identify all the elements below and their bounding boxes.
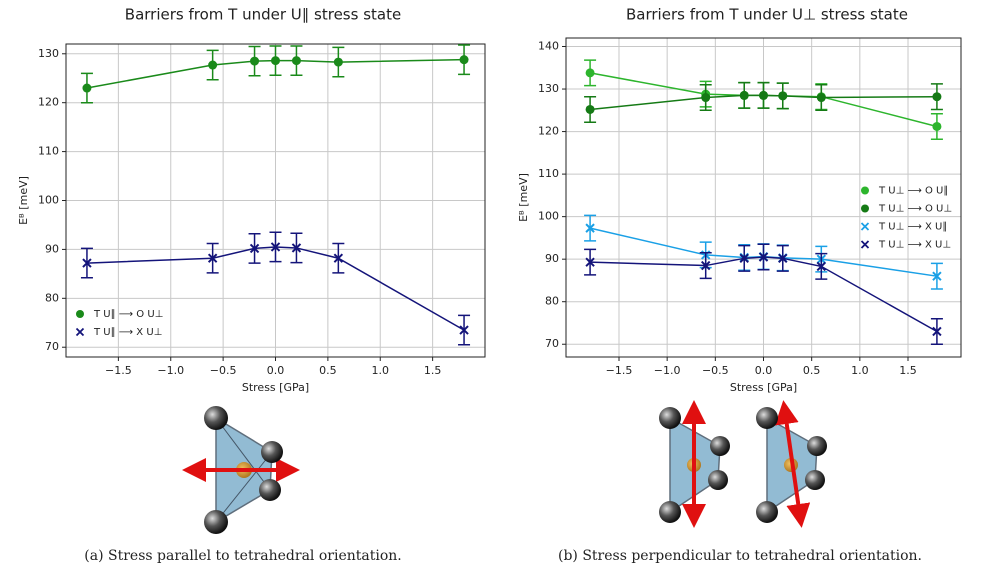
chart-title: Barriers from T under U⊥ stress state (626, 6, 908, 24)
point (459, 325, 469, 335)
x-tick-label: −1.5 (606, 364, 633, 377)
point (82, 83, 92, 93)
chart: Barriers from T under U∥ stress state −1.… (17, 6, 486, 564)
point (816, 261, 827, 272)
point (207, 253, 218, 263)
x-tick-label: −1.5 (105, 364, 132, 377)
point (333, 57, 343, 67)
point (701, 93, 711, 103)
legend-label: T U⊥ ⟶ X U⊥ (878, 240, 951, 251)
y-tick-label: 110 (538, 167, 559, 180)
point (932, 92, 942, 102)
caption: (b) Stress perpendicular to tetrahedral … (558, 548, 922, 564)
point (758, 252, 769, 262)
y-tick-label: 100 (538, 210, 559, 223)
point (778, 91, 788, 101)
legend-label: T U⊥ ⟶ X U∥ (878, 222, 947, 233)
point (291, 243, 302, 253)
y-tick-label: 120 (38, 96, 59, 109)
point (585, 223, 595, 233)
plot-frame (565, 37, 962, 358)
legend-marker (76, 310, 84, 318)
legend-marker (75, 327, 85, 337)
y-tick-label: 140 (538, 40, 559, 53)
x-axis-label: Stress [GPa] (242, 381, 309, 394)
point (759, 90, 768, 100)
x-tick-label: 0.5 (319, 364, 337, 377)
x-tick-label: 0.0 (267, 364, 285, 377)
legend-marker (860, 240, 870, 249)
point (333, 253, 344, 263)
point (585, 104, 595, 114)
y-tick-label: 130 (538, 82, 559, 95)
legend-label: T U⊥ ⟶ O U∥ (878, 186, 948, 197)
point (249, 243, 260, 254)
point (739, 253, 749, 264)
point (932, 271, 942, 281)
illustration-a (182, 406, 300, 534)
point (271, 56, 280, 66)
y-tick-label: 70 (45, 340, 59, 353)
point (932, 326, 942, 337)
legend-marker (861, 204, 869, 213)
y-axis-label: Eᴮ [meV] (517, 173, 530, 222)
legend-marker (861, 186, 869, 195)
x-tick-label: −0.5 (210, 364, 237, 377)
point (932, 121, 942, 131)
point (700, 260, 711, 271)
point (250, 56, 260, 66)
legend-marker (860, 222, 870, 231)
x-tick-label: 0.5 (803, 364, 821, 377)
y-axis-label: Eᴮ [meV] (17, 176, 30, 225)
point (82, 258, 92, 268)
y-tick-label: 80 (45, 291, 59, 304)
illustration-b (659, 400, 827, 528)
y-tick-label: 90 (45, 242, 59, 255)
point (291, 56, 301, 66)
point (585, 68, 595, 78)
chart: Barriers from T under U⊥ stress state −1.… (517, 6, 962, 564)
chart-title: Barriers from T under U∥ stress state (125, 6, 401, 24)
point (270, 242, 281, 252)
point (739, 90, 749, 100)
y-tick-label: 130 (38, 47, 59, 60)
x-tick-label: 1.0 (372, 364, 390, 377)
caption: (a) Stress parallel to tetrahedral orien… (84, 548, 401, 564)
legend-label: T U⊥ ⟶ O U⊥ (878, 204, 952, 215)
x-tick-label: −1.0 (157, 364, 184, 377)
point (816, 93, 826, 103)
y-tick-label: 70 (545, 337, 559, 350)
x-tick-label: 0.0 (755, 364, 773, 377)
x-tick-label: 1.5 (899, 364, 917, 377)
point (208, 60, 218, 70)
y-tick-label: 80 (545, 295, 559, 308)
point (778, 253, 788, 264)
x-tick-label: 1.0 (851, 364, 869, 377)
legend-label: T U∥ ⟶ O U⊥ (93, 309, 163, 320)
x-tick-label: 1.5 (424, 364, 442, 377)
y-tick-label: 110 (38, 145, 59, 158)
y-tick-label: 90 (545, 252, 559, 265)
point (459, 55, 469, 65)
y-tick-label: 120 (538, 125, 559, 138)
x-axis-label: Stress [GPa] (730, 381, 797, 394)
x-tick-label: −1.0 (654, 364, 681, 377)
point (585, 257, 595, 267)
x-tick-label: −0.5 (702, 364, 729, 377)
plot-frame (65, 43, 486, 358)
y-tick-label: 100 (38, 194, 59, 207)
legend-label: T U∥ ⟶ X U⊥ (93, 327, 162, 338)
